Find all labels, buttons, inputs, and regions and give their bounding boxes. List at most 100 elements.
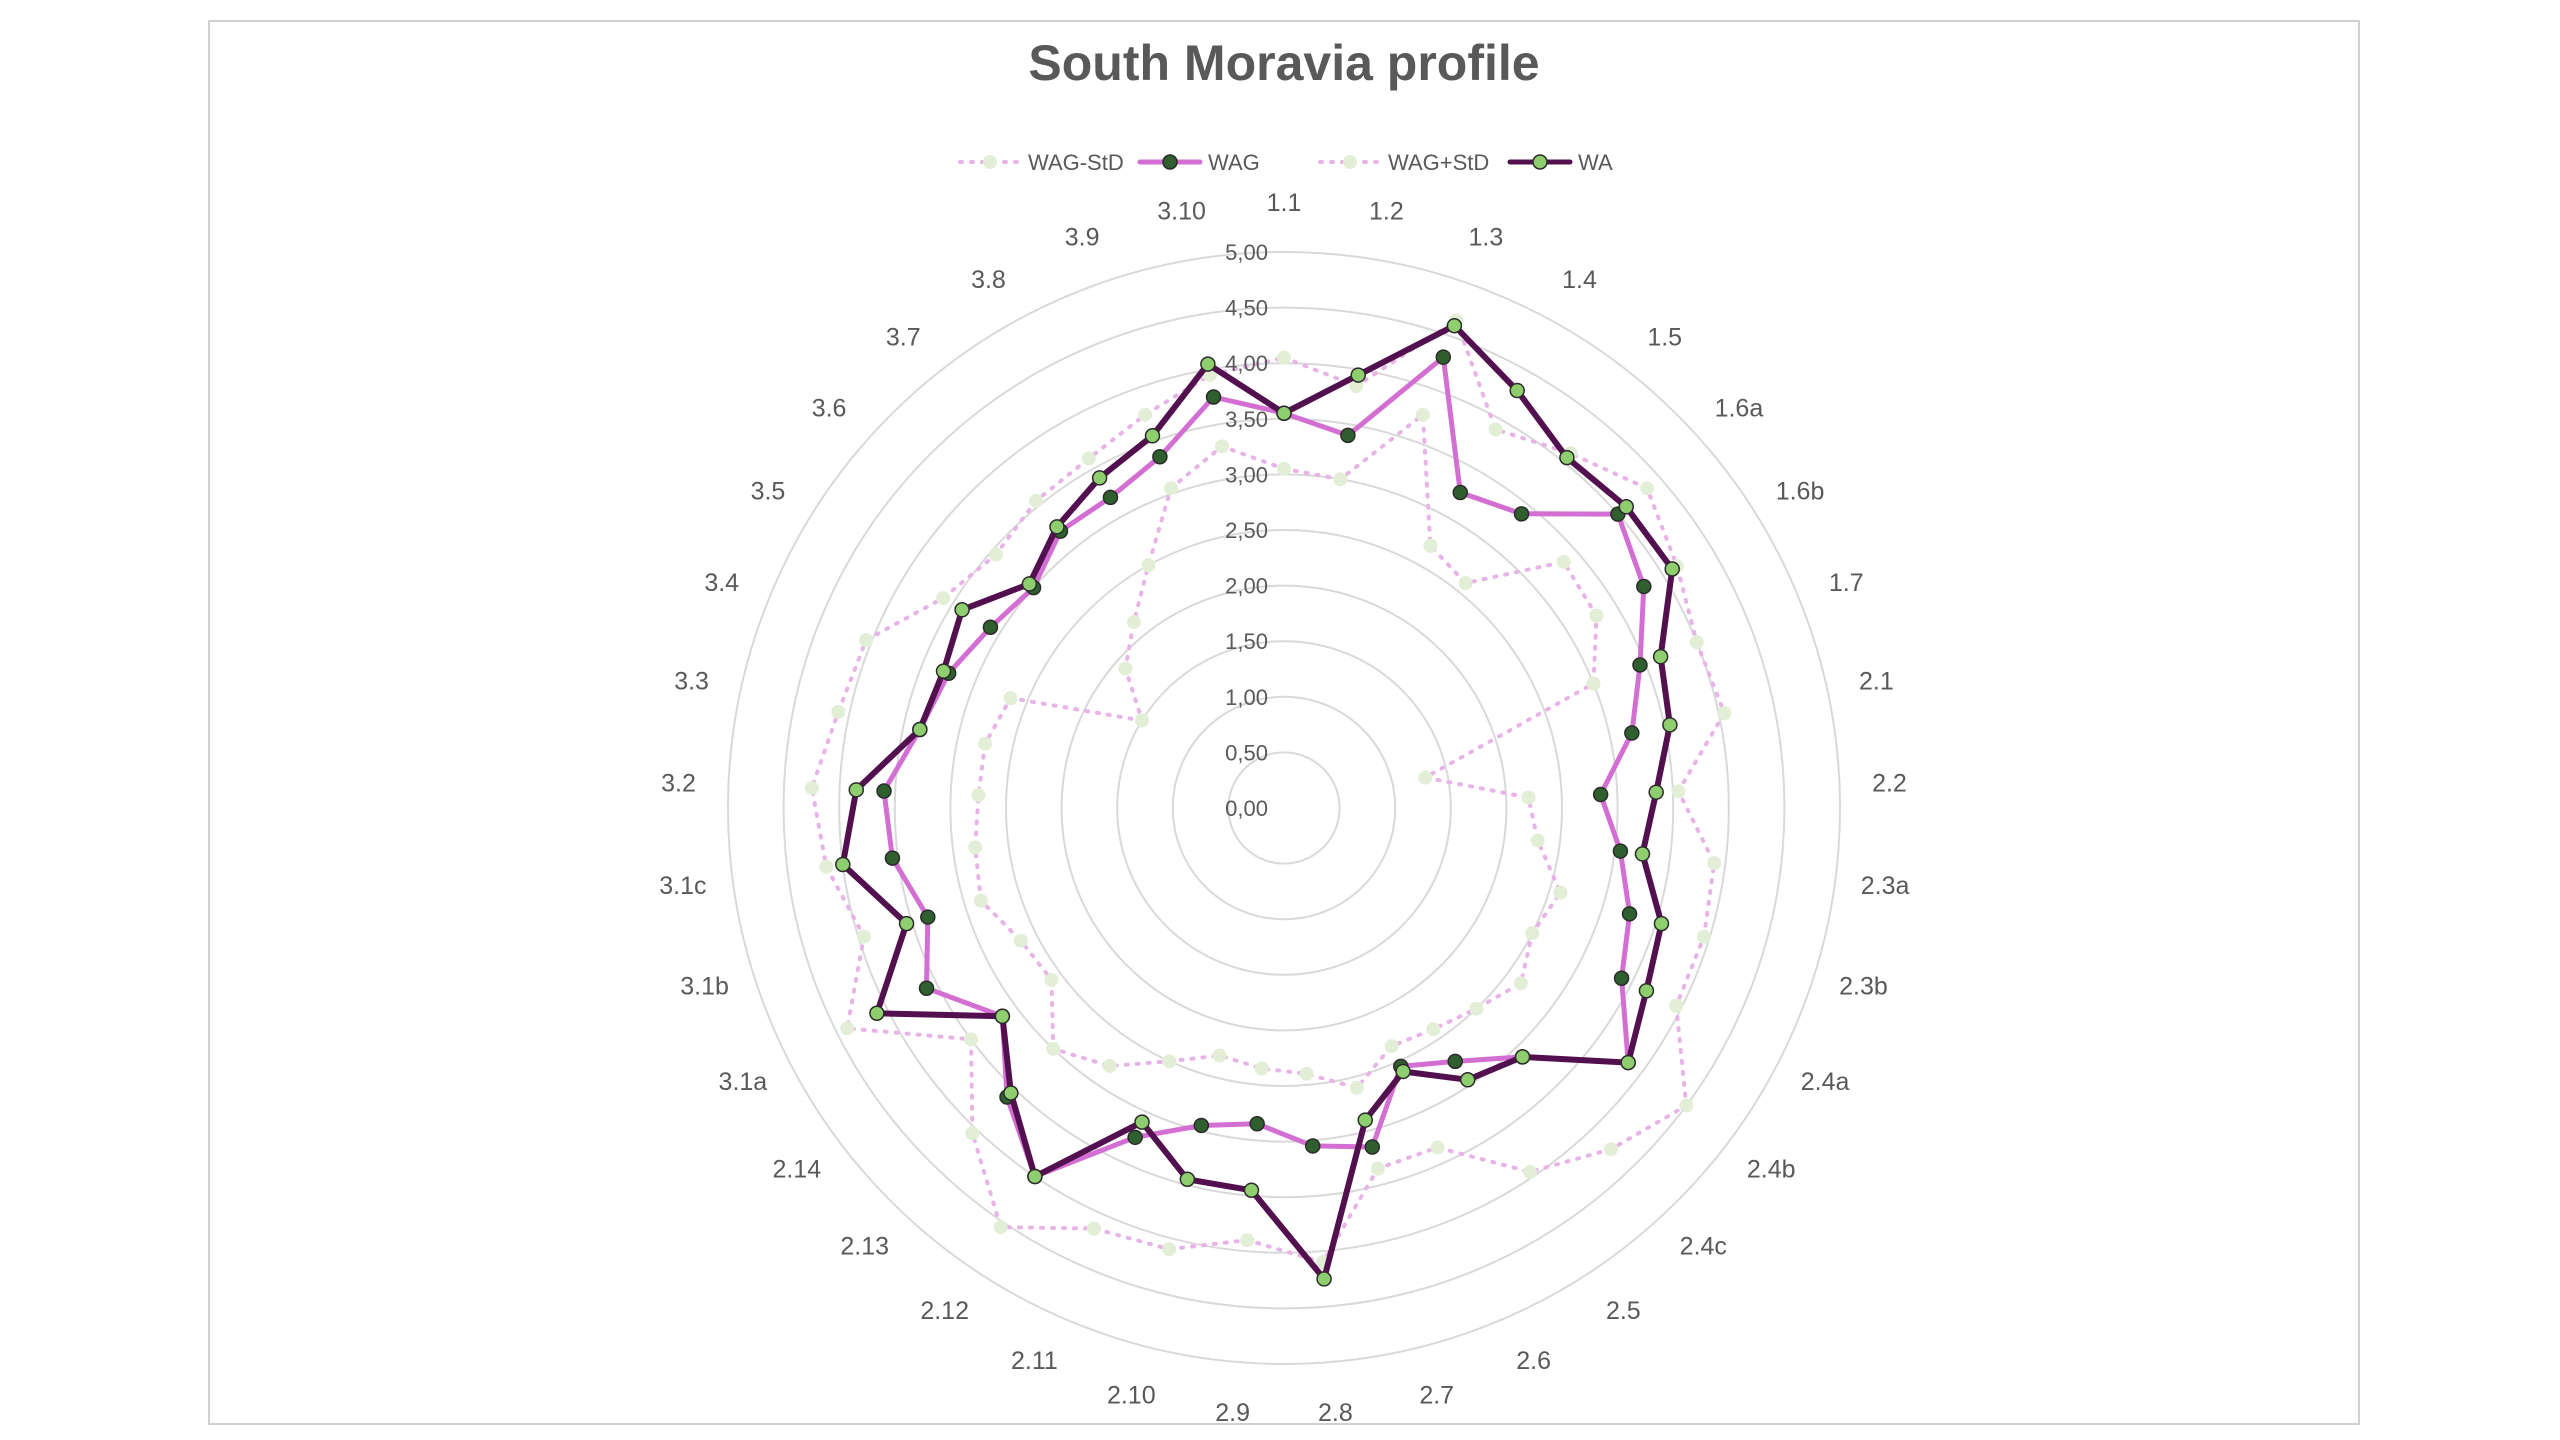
data-point [1513, 506, 1530, 522]
data-point [1003, 691, 1018, 706]
data-point [1604, 1142, 1619, 1157]
data-point [1384, 1039, 1399, 1054]
data-point [993, 1220, 1008, 1235]
category-label: 2.4c [1680, 1233, 1727, 1261]
category-label: 1.5 [1647, 324, 1682, 352]
radar-chart: South Moravia profile WAG-StD WAG WAG+StD W… [659, 35, 1909, 1423]
data-point [1556, 554, 1571, 569]
data-point [1521, 790, 1536, 805]
data-point [989, 547, 1004, 562]
data-point [1144, 428, 1161, 444]
category-labels: 1.1 1.2 1.3 1.4 1.5 1.6a 1.6b 1.7 2.1 2.2 2.3a 2.3b… [659, 189, 1909, 1423]
data-point [1141, 558, 1156, 573]
data-point [1423, 538, 1438, 553]
data-point [1127, 1129, 1143, 1146]
grid-ring [1227, 751, 1341, 865]
data-point [982, 619, 999, 636]
data-point [1102, 1058, 1117, 1073]
category-label: 1.6a [1715, 395, 1764, 423]
data-point [1586, 676, 1601, 691]
category-label: 2.8 [1318, 1399, 1353, 1423]
tick-label: 2,00 [1225, 574, 1268, 599]
data-point [1126, 614, 1141, 629]
data-point [1669, 998, 1684, 1013]
data-point [1086, 1221, 1101, 1236]
category-label: 3.4 [704, 569, 739, 597]
category-label: 3.1a [719, 1068, 768, 1096]
data-point [978, 736, 993, 751]
data-point [819, 859, 834, 874]
data-point [857, 929, 872, 944]
data-point [1333, 472, 1348, 487]
category-label: 1.4 [1562, 266, 1597, 294]
data-point [1162, 1054, 1177, 1069]
data-point [1340, 427, 1356, 444]
grid-ring [1060, 584, 1508, 1032]
category-label: 2.4a [1801, 1068, 1850, 1096]
data-point [1254, 1061, 1269, 1076]
category-label: 3.7 [886, 324, 921, 352]
category-label: 2.9 [1215, 1399, 1250, 1423]
data-point [1415, 407, 1430, 422]
data-point [1205, 389, 1222, 405]
grid-ring [782, 306, 1786, 1310]
series-wa [835, 317, 1680, 1287]
data-point [1152, 449, 1168, 465]
data-point [912, 721, 928, 738]
data-point [1277, 461, 1291, 476]
data-point [1395, 1063, 1411, 1080]
data-point [884, 850, 901, 866]
category-label: 2.3b [1839, 972, 1888, 1000]
data-point [1640, 481, 1655, 496]
data-point [1653, 915, 1670, 932]
data-point [1717, 706, 1732, 721]
data-point [1277, 350, 1291, 365]
category-label: 2.1 [1859, 667, 1894, 695]
data-point [1446, 317, 1463, 334]
data-point [1664, 561, 1680, 577]
data-point [869, 1005, 885, 1022]
data-point [1193, 1117, 1210, 1134]
data-point [876, 783, 892, 799]
data-point [1634, 846, 1651, 862]
tick-label: 3,50 [1225, 407, 1268, 432]
data-point [1240, 1233, 1255, 1248]
category-label: 3.9 [1065, 224, 1100, 252]
category-label: 2.3a [1861, 872, 1910, 900]
data-point [1118, 661, 1133, 676]
data-point [1632, 657, 1648, 673]
data-point [1013, 933, 1028, 948]
tick-label: 4,50 [1225, 296, 1268, 321]
data-point [954, 602, 970, 618]
legend-marker [1532, 154, 1548, 170]
data-point [1134, 713, 1149, 728]
data-point [1469, 1001, 1484, 1016]
data-point [1349, 1080, 1364, 1095]
data-point [1514, 1049, 1531, 1065]
series-line [881, 354, 1647, 1179]
data-point [1370, 1161, 1385, 1176]
category-label: 3.1c [659, 872, 706, 900]
data-point [1696, 929, 1711, 944]
data-point [1624, 725, 1640, 741]
legend-label: WA [1578, 150, 1613, 175]
grid-ring [1116, 640, 1452, 976]
data-point [1357, 1112, 1374, 1128]
category-label: 1.3 [1468, 224, 1503, 252]
data-point [973, 893, 988, 908]
series-line [839, 322, 1676, 1282]
data-point [1200, 356, 1216, 372]
data-point [1522, 1164, 1537, 1179]
data-point [835, 856, 851, 873]
data-point [1138, 407, 1153, 422]
data-point [1447, 1053, 1463, 1070]
legend: WAG-StD WAG WAG+StD WA [958, 150, 1613, 175]
data-point [1102, 489, 1119, 506]
category-label: 2.13 [840, 1233, 889, 1261]
grid-ring [949, 473, 1619, 1143]
data-point [1589, 608, 1604, 623]
data-point [1081, 451, 1096, 466]
tick-label: 5,00 [1225, 240, 1268, 265]
data-point [1636, 578, 1652, 595]
tick-label: 4,00 [1225, 351, 1268, 376]
